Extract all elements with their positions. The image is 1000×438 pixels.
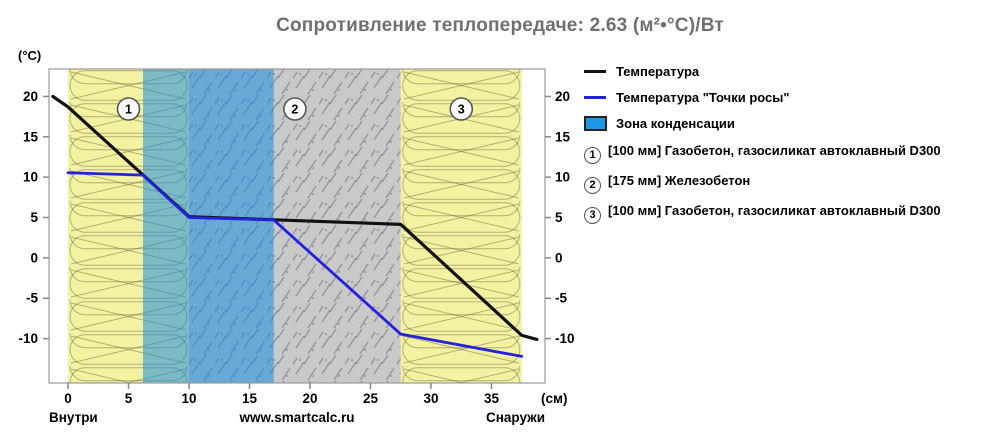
watermark-label: www.smartcalc.ru bbox=[238, 410, 354, 425]
inside-label: Внутри bbox=[49, 410, 98, 425]
layer-1-label: [100 мм] Газобетон, газосиликат автоклав… bbox=[608, 143, 941, 158]
x-tick-label: 5 bbox=[125, 391, 133, 406]
x-tick-label: 20 bbox=[302, 391, 317, 406]
layer-2-label: [175 мм] Железобетон bbox=[608, 173, 751, 188]
x-tick-label: 15 bbox=[242, 391, 258, 406]
temperature-line-swatch bbox=[584, 69, 606, 73]
legend: Температура Температура "Точки росы" Зон… bbox=[584, 63, 988, 231]
layer-description-1: 1 [100 мм] Газобетон, газосиликат автокла… bbox=[584, 141, 988, 164]
dew-point-line bbox=[66, 171, 524, 358]
x-axis-unit-label: (см) bbox=[541, 391, 568, 406]
layer-1-badge: 1 bbox=[584, 147, 601, 164]
x-tick-label: 30 bbox=[423, 391, 438, 406]
condensation-zone bbox=[143, 69, 274, 383]
outside-label: Снаружи bbox=[486, 410, 545, 425]
legend-label-condensation: Зона конденсации bbox=[616, 115, 735, 131]
legend-item-temperature: Температура bbox=[584, 63, 988, 79]
y-tick-label-right: -5 bbox=[555, 291, 567, 306]
plot-frame-group bbox=[48, 68, 546, 384]
y-tick-label-left: -10 bbox=[18, 331, 38, 346]
dew-point-line-swatch bbox=[584, 95, 606, 99]
legend-item-dew-point: Температура "Точки росы" bbox=[584, 89, 988, 105]
layer-badge-number-3: 3 bbox=[458, 103, 465, 117]
y-tick-label-right: -10 bbox=[555, 331, 575, 346]
y-tick-label-left: 10 bbox=[23, 170, 38, 185]
y-tick-label-right: 15 bbox=[555, 129, 571, 144]
layer-badge-2 bbox=[283, 97, 307, 121]
chart-svg: 0 5 10 15 20 25 30 35 20 20 15 15 10 10 5 5 0 0 -5 -5 -10 -10… bbox=[18, 48, 575, 425]
y-tick-label-right: 10 bbox=[555, 170, 570, 185]
layer-2-badge: 2 bbox=[584, 177, 601, 194]
x-tick-label: 25 bbox=[363, 391, 379, 406]
y-tick-label-left: 15 bbox=[23, 129, 39, 144]
layer-badge-number-2: 2 bbox=[291, 103, 298, 117]
y-tick-label-right: 5 bbox=[555, 210, 563, 225]
y-tick-label-left: -5 bbox=[26, 291, 38, 306]
y-tick-label-left: 0 bbox=[30, 250, 38, 265]
legend-label-dew-point: Температура "Точки росы" bbox=[616, 89, 790, 105]
y-tick-label-right: 0 bbox=[555, 250, 563, 265]
layer-badge-3 bbox=[449, 97, 474, 121]
axes-group: 0 5 10 15 20 25 30 35 20 20 15 15 10 10 5 5 0 0 -5 -5 -10 -10… bbox=[18, 48, 575, 425]
layer-description-3: 3 [100 мм] Газобетон, газосиликат автокла… bbox=[584, 201, 988, 224]
page-title: Сопротивление теплопередаче: 2.63 (м²•°С… bbox=[276, 15, 724, 36]
y-tick-label-left: 5 bbox=[30, 210, 38, 225]
badges-group: 1 2 3 bbox=[116, 97, 474, 121]
wall-layer-hatch-3 bbox=[400, 69, 522, 383]
x-tick-label: 10 bbox=[181, 391, 196, 406]
layer-3-badge: 3 bbox=[584, 207, 601, 224]
y-tick-label-right: 20 bbox=[555, 89, 570, 104]
layer-badge-number-1: 1 bbox=[125, 103, 132, 117]
x-tick-label: 35 bbox=[484, 391, 500, 406]
layer-badge-1 bbox=[116, 97, 141, 121]
layer-3-label: [100 мм] Газобетон, газосиликат автоклав… bbox=[608, 203, 941, 218]
curves-group bbox=[51, 94, 539, 358]
y-tick-label-left: 20 bbox=[23, 89, 38, 104]
legend-item-condensation: Зона конденсации bbox=[584, 115, 988, 131]
y-axis-unit-label: (°С) bbox=[18, 48, 41, 63]
layer-description-2: 2 [175 мм] Железобетон bbox=[584, 171, 988, 194]
plot-frame bbox=[48, 68, 546, 384]
condensation-zone-swatch bbox=[584, 115, 607, 131]
legend-label-temperature: Температура bbox=[616, 63, 700, 79]
condensation-zone-group bbox=[143, 69, 274, 383]
x-tick-label: 0 bbox=[64, 391, 72, 406]
temperature-line bbox=[51, 94, 539, 342]
